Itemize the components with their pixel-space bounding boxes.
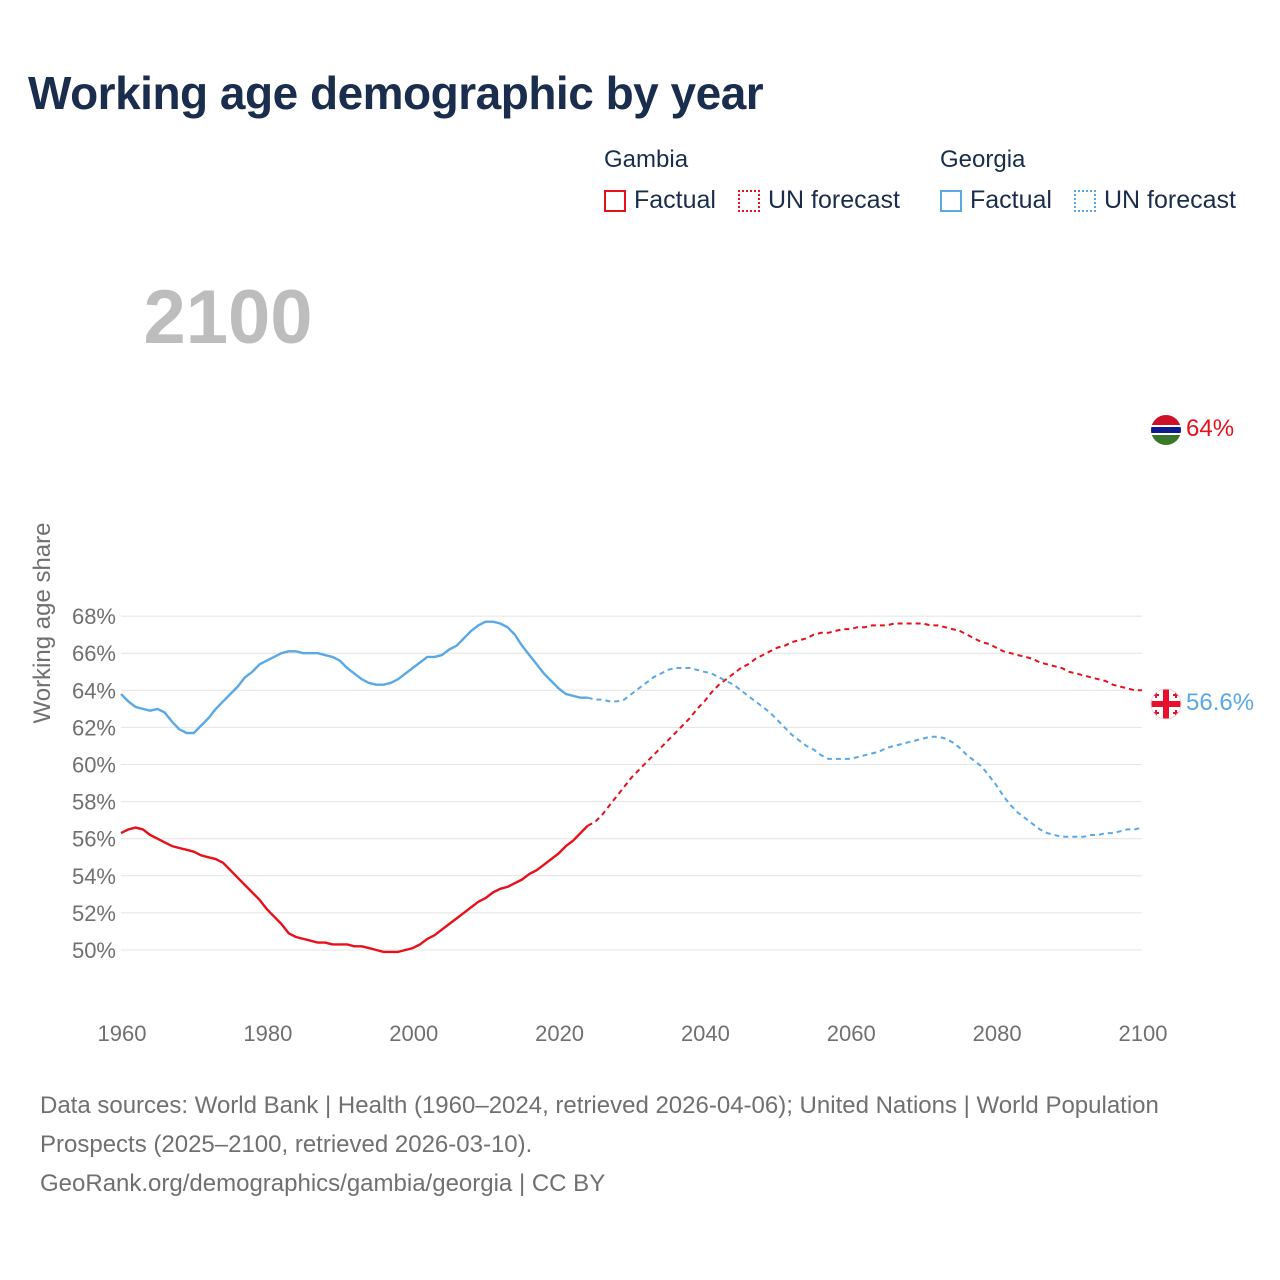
y-axis-label: Working age share [29,523,56,724]
grid-lines [121,615,1142,951]
y-tick-label: 60% [72,753,116,778]
y-tick-label: 50% [72,938,116,963]
line-chart: 50% 52% 54% 56% 58% 60% 62% 64% 66% 68% 1960 1980 2… [29,275,1254,1046]
y-tick-label: 66% [72,641,116,666]
legend-georgia-forecast-label: UN forecast [1104,186,1236,214]
series-georgia-factual[interactable] [120,620,588,735]
legend-swatch-solid-blue [940,189,962,212]
series-gambia-forecast[interactable] [587,622,1142,827]
y-tick-label: 68% [72,604,116,629]
gambia-end-label: 64% [1186,415,1234,442]
legend-georgia-factual-label: Factual [970,186,1052,214]
legend-gambia-factual-label: Factual [634,186,716,214]
chart-title: Working age demographic by year [28,67,764,119]
legend-swatch-dotted-blue [1074,189,1096,212]
legend-swatch-dotted-red [738,189,760,212]
georgia-end-label: 56.6% [1186,689,1254,716]
y-axis-ticks: 50% 52% 54% 56% 58% 60% 62% 64% 66% 68% [72,604,116,963]
y-tick-label: 54% [72,864,116,889]
data-sources: Data sources: World Bank | Health (1960–… [40,1086,1240,1203]
legend-georgia-factual[interactable]: Factual [940,186,1052,215]
x-tick-label: 2060 [827,1021,876,1046]
y-tick-label: 64% [72,678,116,703]
x-tick-label: 2040 [681,1021,730,1046]
x-tick-label: 2000 [389,1021,438,1046]
y-tick-label: 56% [72,827,116,852]
georgia-flag-icon [1150,688,1182,720]
series-lines [120,620,1143,954]
y-tick-label: 62% [72,715,116,740]
series-gambia-factual[interactable] [120,824,589,954]
legend-gambia-factual[interactable]: Factual [604,186,716,215]
legend-georgia-title: Georgia [940,146,1026,173]
year-watermark: 2100 [143,275,312,360]
sources-line-1: Data sources: World Bank | Health (1960–… [40,1092,1159,1158]
legend-swatch-solid-red [604,189,626,212]
x-tick-label: 2080 [973,1021,1022,1046]
sources-line-2[interactable]: GeoRank.org/demographics/gambia/georgia … [40,1170,606,1197]
gambia-flag-icon [1151,415,1181,445]
x-tick-label: 1960 [98,1021,147,1046]
series-georgia-forecast[interactable] [587,667,1143,838]
x-tick-label: 2020 [535,1021,584,1046]
legend-gambia-forecast-label: UN forecast [768,186,900,214]
y-tick-label: 58% [72,790,116,815]
legend-georgia-forecast[interactable]: UN forecast [1074,186,1236,215]
x-axis-ticks: 1960 1980 2000 2020 2040 2060 2080 2100 [98,1021,1168,1046]
x-tick-label: 2100 [1119,1021,1168,1046]
x-tick-label: 1980 [243,1021,292,1046]
legend-gambia-title: Gambia [604,146,689,173]
y-tick-label: 52% [72,901,116,926]
legend-gambia-forecast[interactable]: UN forecast [738,186,900,215]
